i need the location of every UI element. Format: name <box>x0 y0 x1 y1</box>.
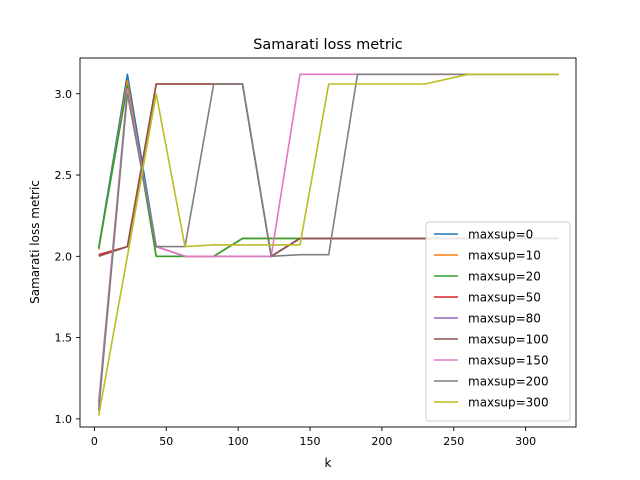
plot-area <box>97 73 559 416</box>
y-tick-label: 2.0 <box>55 250 73 263</box>
legend-label: maxsup=20 <box>468 270 541 284</box>
x-axis: 0 50 100 150 200 250 300 <box>91 427 536 448</box>
x-tick-label: 200 <box>371 435 392 448</box>
x-tick-label: 0 <box>91 435 98 448</box>
legend-label: maxsup=50 <box>468 291 541 305</box>
x-tick-label: 300 <box>515 435 536 448</box>
legend-label: maxsup=0 <box>468 228 533 242</box>
y-tick-label: 1.5 <box>55 332 73 345</box>
axes-frame <box>79 57 577 428</box>
legend: maxsup=0 maxsup=10 maxsup=20 maxsup=50 maxsu… <box>425 221 571 422</box>
x-tick-label: 50 <box>159 435 173 448</box>
y-axis-label: Samarati loss metric <box>28 180 42 304</box>
legend-label: maxsup=100 <box>468 333 549 347</box>
x-tick-label: 150 <box>300 435 321 448</box>
legend-box <box>425 221 571 422</box>
y-tick-label: 3.0 <box>55 88 73 101</box>
x-tick-label: 250 <box>443 435 464 448</box>
chart-title: Samarati loss metric <box>253 37 403 53</box>
x-tick-label: 100 <box>228 435 249 448</box>
y-tick-label: 2.5 <box>55 169 73 182</box>
y-tick-label: 1.0 <box>55 413 73 426</box>
legend-label: maxsup=150 <box>468 354 549 368</box>
x-axis-label: k <box>325 456 332 470</box>
legend-label: maxsup=10 <box>468 249 541 263</box>
legend-label: maxsup=300 <box>468 396 549 410</box>
series-line-maxsup-300 <box>97 73 559 416</box>
y-axis: 1.0 1.5 2.0 2.5 3.0 <box>55 88 80 426</box>
legend-label: maxsup=200 <box>468 375 549 389</box>
legend-label: maxsup=80 <box>468 312 541 326</box>
